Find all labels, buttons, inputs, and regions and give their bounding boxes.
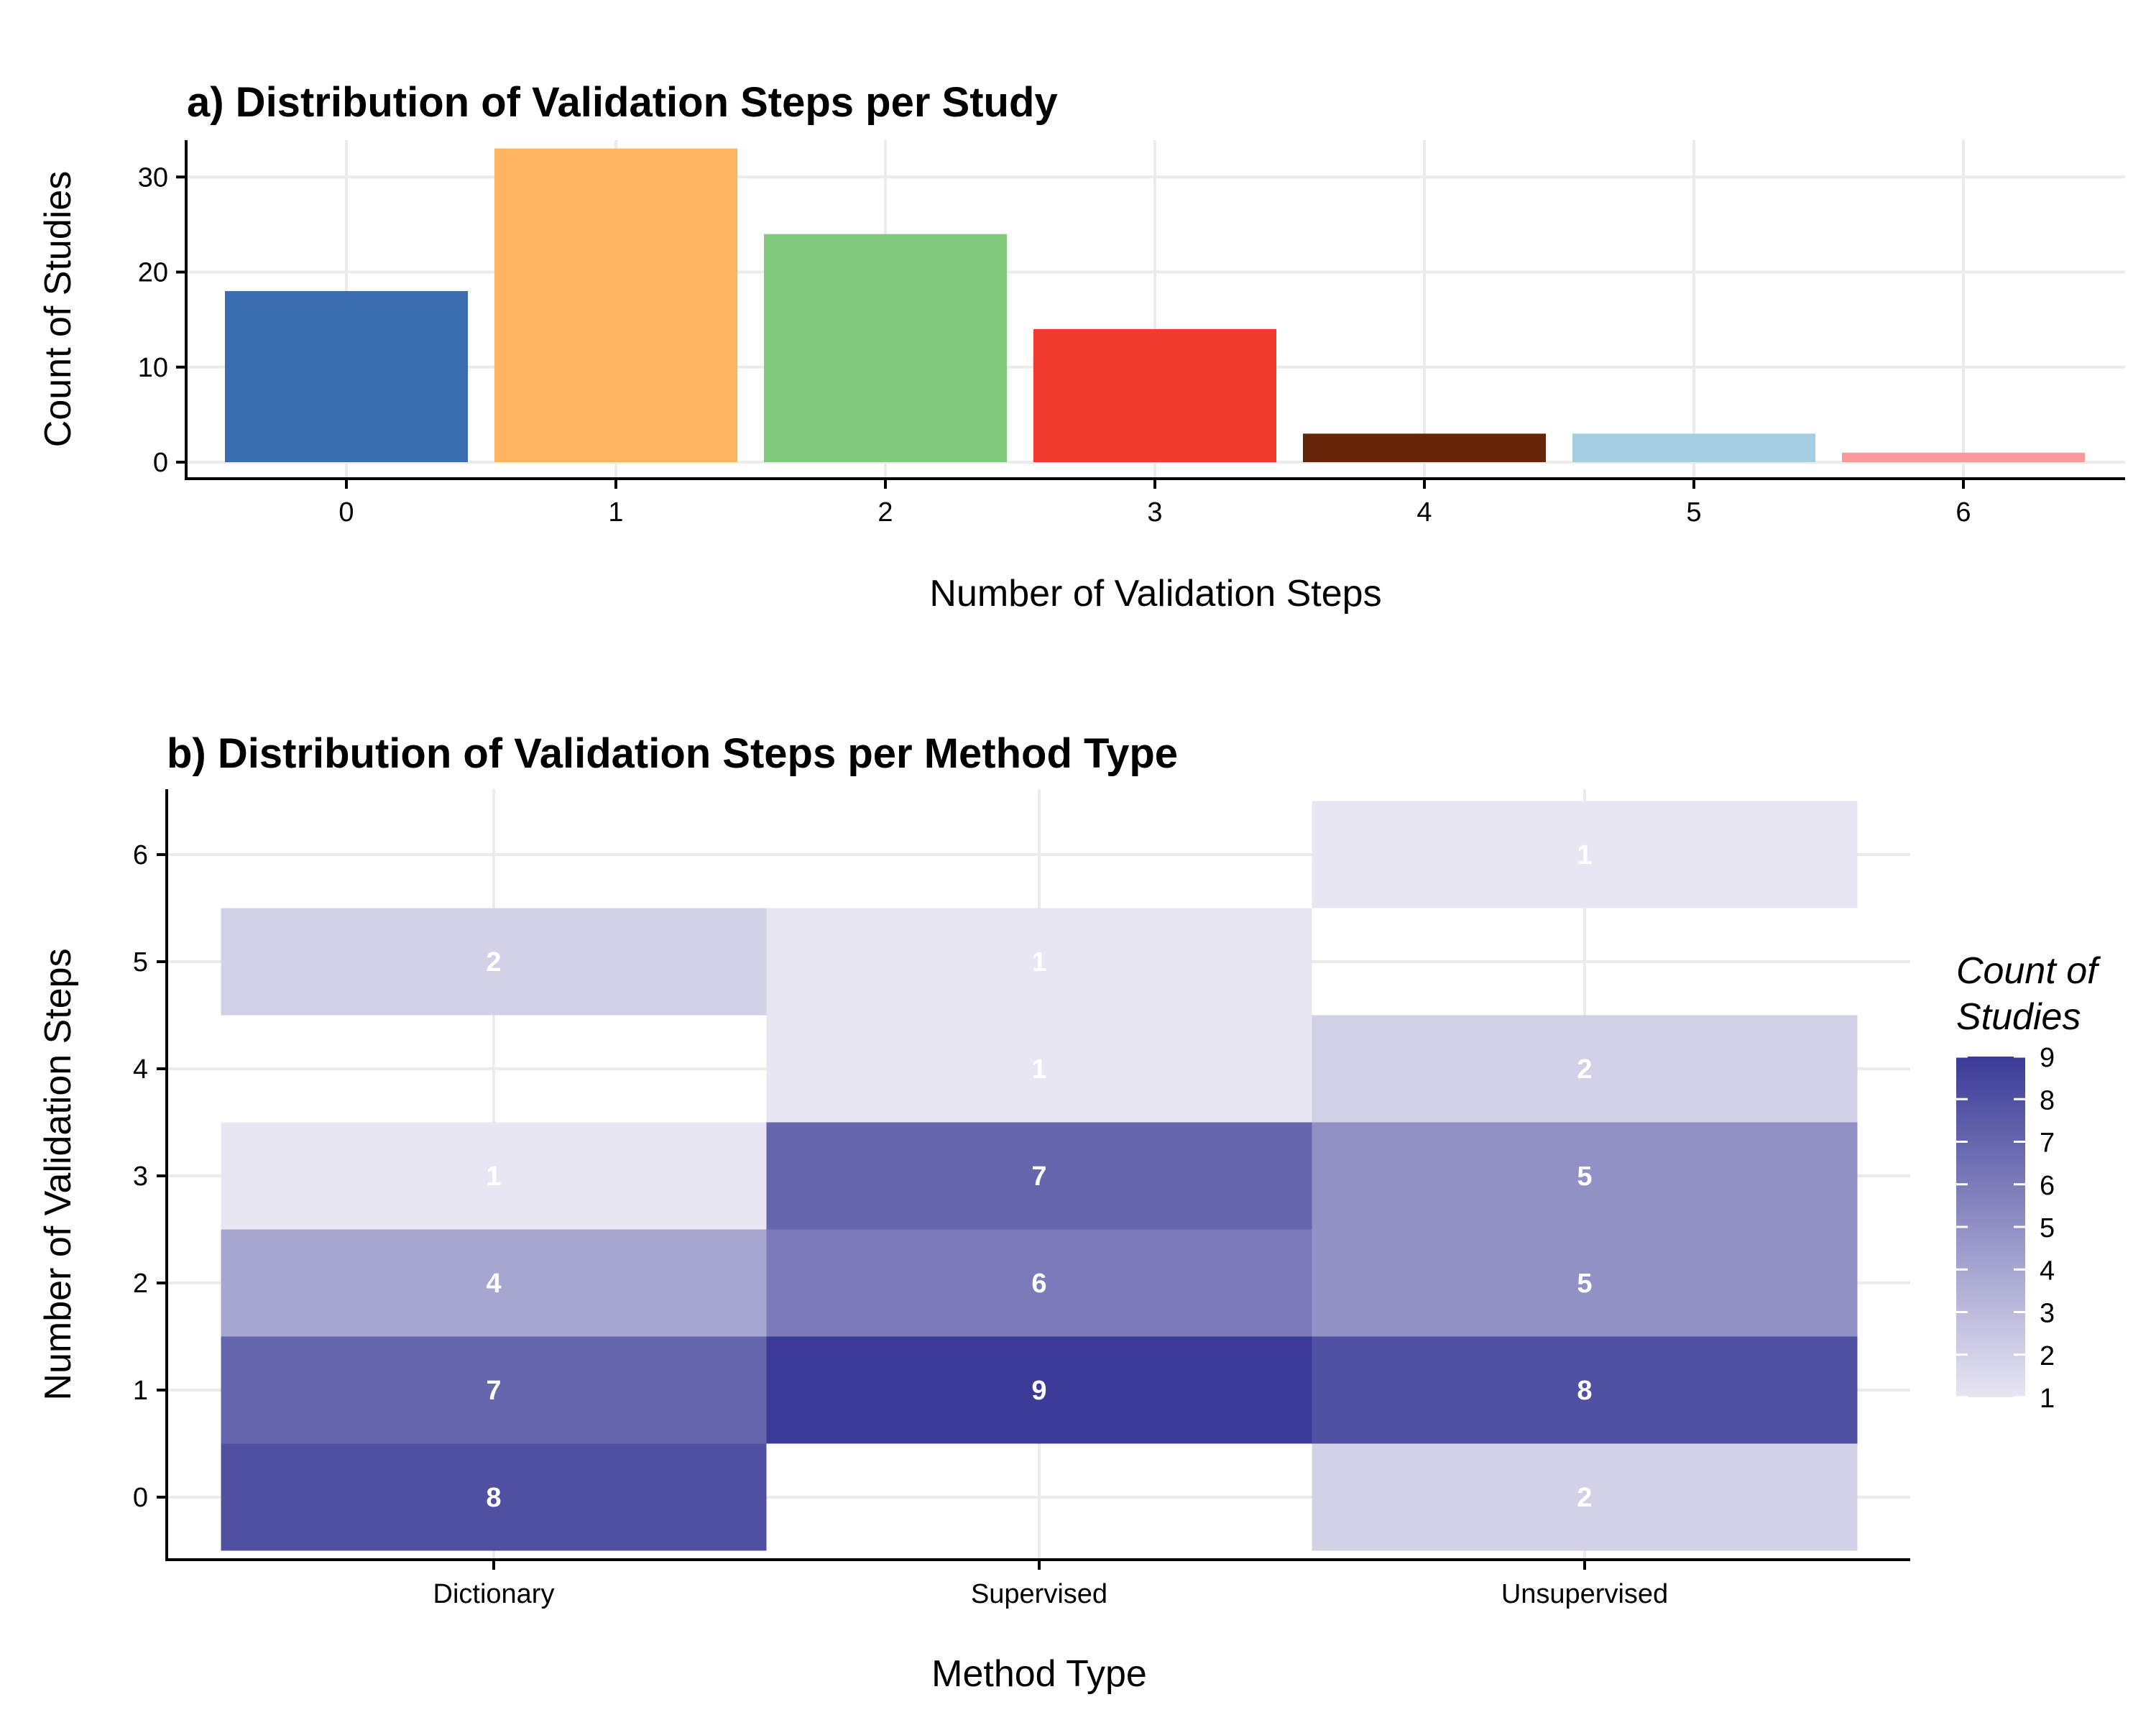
bar-chart-y-axis-title: Count of Studies [37, 171, 79, 447]
bar-chart-x-tick-label: 2 [877, 497, 893, 528]
heatmap-cell-label: 1 [1031, 1054, 1046, 1085]
heatmap-cell [766, 908, 1312, 1016]
heatmap-cell-label: 1 [1031, 947, 1046, 978]
bar-chart-y-tick-label: 20 [138, 258, 168, 288]
heatmap-cell [766, 1229, 1312, 1337]
heatmap-cell-label: 1 [486, 1162, 501, 1192]
heatmap-y-tick-label: 5 [133, 947, 148, 978]
heatmap-y-axis-title: Number of Validation Steps [37, 948, 79, 1400]
bar-chart-x-ticks: 0 1 2 3 4 5 6 [338, 479, 1971, 528]
heatmap-y-tick-label: 6 [133, 840, 148, 870]
heatmap-y-tick-label: 4 [133, 1054, 148, 1085]
legend-tick-label: 4 [2040, 1256, 2055, 1286]
heatmap-x-axis-title: Method Type [931, 1653, 1147, 1695]
heatmap-cell-label: 7 [486, 1376, 501, 1406]
heatmap-cell [221, 1229, 767, 1337]
heatmap-cell-label: 9 [1031, 1376, 1046, 1406]
legend-tick-label: 1 [2040, 1384, 2055, 1414]
heatmap-cell [1312, 801, 1858, 908]
legend-ticks: 1 2 3 4 5 6 7 8 9 [1956, 1043, 2055, 1414]
legend-tick-label: 6 [2040, 1171, 2055, 1201]
heatmap-cell-label: 1 [1577, 840, 1592, 870]
heatmap-x-ticks: Dictionary Supervised Unsupervised [433, 1560, 1668, 1609]
legend-tick-label: 2 [2040, 1341, 2055, 1371]
bar-chart-bars [225, 148, 2085, 462]
bar-chart-x-axis-title: Number of Validation Steps [929, 573, 1381, 615]
heatmap-cell [1312, 1122, 1858, 1230]
heatmap-y-tick-label: 2 [133, 1269, 148, 1299]
heatmap-cell [1312, 1336, 1858, 1444]
heatmap-cell-label: 2 [1577, 1483, 1592, 1513]
heatmap-cell [1312, 1229, 1858, 1337]
heatmap-x-tick-label: Unsupervised [1501, 1579, 1668, 1609]
bar-chart-x-tick-label: 6 [1955, 497, 1971, 528]
heatmap-panel: b) Distribution of Validation Steps per … [37, 730, 2101, 1695]
heatmap-cell [221, 1443, 767, 1551]
heatmap-cell [221, 1122, 767, 1230]
legend-title-line-1: Count of [1956, 950, 2101, 992]
heatmap-y-tick-label: 1 [133, 1376, 148, 1406]
heatmap-cell-label: 2 [486, 947, 501, 978]
heatmap-cell [221, 908, 767, 1016]
heatmap-cell-label: 8 [486, 1483, 501, 1513]
heatmap-cell-label: 6 [1031, 1269, 1046, 1299]
heatmap-cell [1312, 1443, 1858, 1551]
heatmap-cell-label: 5 [1577, 1162, 1592, 1192]
heatmap-x-tick-label: Supervised [971, 1579, 1107, 1609]
bar-chart-x-tick-label: 3 [1147, 497, 1162, 528]
heatmap-cell [221, 1336, 767, 1444]
bar-chart-y-tick-label: 0 [153, 448, 168, 478]
bar-0 [225, 290, 468, 462]
heatmap-y-ticks: 0 1 2 3 4 5 6 [133, 840, 167, 1513]
bar-1 [494, 148, 737, 462]
heatmap-cell-label: 5 [1577, 1269, 1592, 1299]
heatmap-cell-label: 7 [1031, 1162, 1046, 1192]
heatmap-y-tick-label: 3 [133, 1162, 148, 1192]
legend-tick-label: 7 [2040, 1128, 2055, 1159]
heatmap-x-tick-label: Dictionary [433, 1579, 555, 1609]
bar-2 [764, 234, 1007, 462]
heatmap-cell [766, 1336, 1312, 1444]
bar-5 [1572, 433, 1815, 462]
heatmap-cell [1312, 1015, 1858, 1123]
legend-tick-label: 8 [2040, 1085, 2055, 1116]
heatmap-cell-label: 2 [1577, 1054, 1592, 1085]
bar-chart-y-tick-label: 10 [138, 353, 168, 383]
heatmap-y-tick-label: 0 [133, 1483, 148, 1513]
bar-chart-y-tick-label: 30 [138, 162, 168, 193]
heatmap-cell-label: 4 [486, 1269, 501, 1299]
bar-chart-x-tick-label: 4 [1416, 497, 1432, 528]
bar-chart-title: a) Distribution of Validation Steps per … [187, 79, 1058, 126]
heatmap-cell-label: 8 [1577, 1376, 1592, 1406]
legend-tick-label: 5 [2040, 1213, 2055, 1243]
bar-chart-y-ticks: 0 10 20 30 [138, 162, 186, 478]
legend-tick-label: 3 [2040, 1299, 2055, 1329]
bar-6 [1842, 452, 2085, 462]
heatmap-title: b) Distribution of Validation Steps per … [167, 730, 1178, 777]
bar-3 [1033, 328, 1276, 462]
bar-chart-x-tick-label: 1 [608, 497, 623, 528]
bar-chart-x-tick-label: 5 [1686, 497, 1701, 528]
heatmap-legend: Count of Studies 1 2 3 4 5 6 7 8 9 [1956, 950, 2101, 1414]
bar-4 [1303, 433, 1546, 462]
legend-tick-label: 9 [2040, 1043, 2055, 1073]
heatmap-cell [766, 1122, 1312, 1230]
bar-chart-x-tick-label: 0 [338, 497, 354, 528]
legend-title-line-2: Studies [1956, 996, 2081, 1038]
bar-chart-panel: a) Distribution of Validation Steps per … [37, 79, 2125, 615]
heatmap-cell [766, 1015, 1312, 1123]
